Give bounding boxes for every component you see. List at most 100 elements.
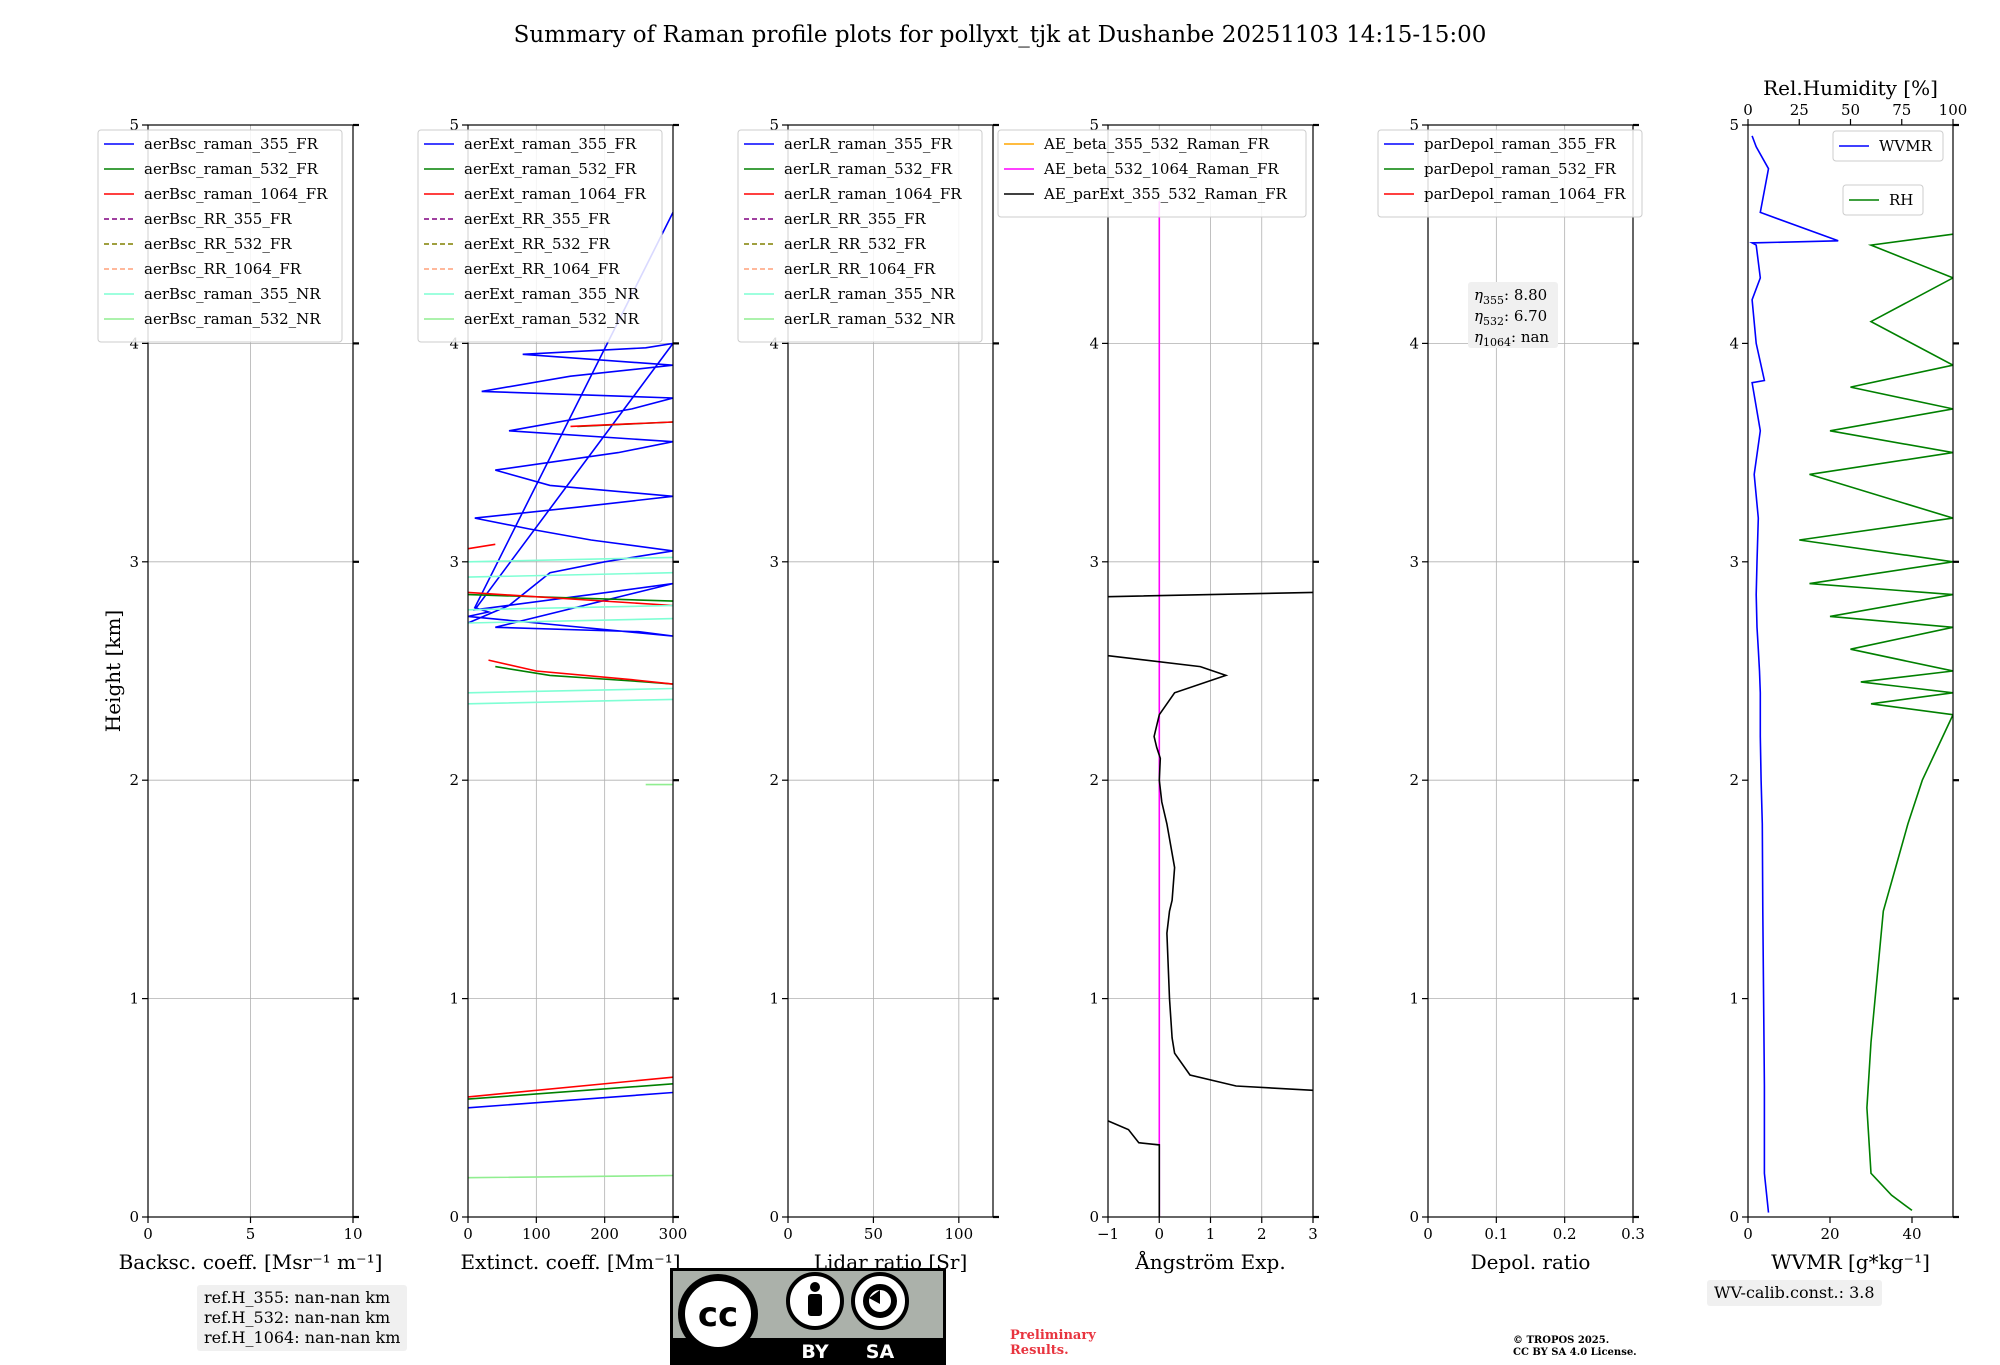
eta-355: η355: 8.80 bbox=[1474, 286, 1547, 307]
x-tick-label-0: 0 bbox=[463, 1225, 473, 1243]
y-tick-label-4: 4 bbox=[1729, 334, 1739, 352]
legend-label-aerLR_raman_1064_FR: aerLR_raman_1064_FR bbox=[784, 185, 962, 203]
legend-label-aerLR_raman_355_FR: aerLR_raman_355_FR bbox=[784, 135, 953, 153]
top-tick-label-3: 75 bbox=[1892, 101, 1911, 119]
y-tick-label-4: 4 bbox=[1089, 334, 1099, 352]
copyright-note: © TROPOS 2025. CC BY SA 4.0 License. bbox=[1513, 1335, 1637, 1359]
y-tick-label-5: 5 bbox=[769, 116, 779, 134]
y-tick-label-5: 5 bbox=[129, 116, 139, 134]
cc-logo-icon bbox=[685, 1281, 751, 1347]
x-tick-label-1: 100 bbox=[522, 1225, 551, 1243]
x-tick-label-2: 200 bbox=[590, 1225, 619, 1243]
legend-rh: RH bbox=[1842, 184, 1924, 216]
x-axis-label: Depol. ratio bbox=[1471, 1250, 1591, 1274]
y-tick-label-3: 3 bbox=[1409, 553, 1419, 571]
legend-box bbox=[737, 129, 983, 343]
y-tick-label-4: 4 bbox=[129, 334, 139, 352]
x-tick-label-1: 5 bbox=[246, 1225, 256, 1243]
cc-by-sa-badge: cc BY SA bbox=[670, 1268, 946, 1365]
legend: aerLR_raman_355_FR aerLR_raman_532_FR aerL… bbox=[737, 129, 983, 343]
legend-label-aerBsc_raman_355_FR: aerBsc_raman_355_FR bbox=[144, 135, 319, 153]
x-tick-label-0: −1 bbox=[1097, 1225, 1119, 1243]
x-axis-label: WVMR [g*kg⁻¹] bbox=[1771, 1250, 1930, 1274]
y-tick-label-1: 1 bbox=[1089, 990, 1099, 1008]
y-axis-label: Height [km] bbox=[101, 610, 125, 732]
legend-label-parDepol_raman_1064_FR: parDepol_raman_1064_FR bbox=[1424, 185, 1626, 203]
y-tick-label-5: 5 bbox=[1089, 116, 1099, 134]
legend-label-aerExt_RR_355_FR: aerExt_RR_355_FR bbox=[464, 210, 611, 228]
series-line-aerExt_raman_355_FR bbox=[468, 212, 673, 1109]
legend-label-aerExt_raman_355_NR: aerExt_raman_355_NR bbox=[464, 285, 640, 303]
x-axis-label: Backsc. coeff. [Msr⁻¹ m⁻¹] bbox=[119, 1250, 383, 1274]
y-tick-label-0: 0 bbox=[129, 1208, 139, 1226]
x-tick-label-1: 0 bbox=[1154, 1225, 1164, 1243]
legend-label-AE_beta_355_532_Raman_FR: AE_beta_355_532_Raman_FR bbox=[1043, 135, 1270, 153]
x-tick-label-0: 0 bbox=[1423, 1225, 1433, 1243]
y-tick-label-0: 0 bbox=[769, 1208, 779, 1226]
y-tick-label-4: 4 bbox=[769, 334, 779, 352]
svg-text:cc: cc bbox=[698, 1295, 738, 1335]
y-tick-label-2: 2 bbox=[1089, 771, 1099, 789]
x-tick-label-2: 1 bbox=[1206, 1225, 1216, 1243]
y-tick-label-1: 1 bbox=[769, 990, 779, 1008]
top-tick-label-0: 0 bbox=[1743, 101, 1753, 119]
copyright-line-1: © TROPOS 2025. bbox=[1513, 1335, 1610, 1346]
x-tick-label-1: 0.1 bbox=[1484, 1225, 1508, 1243]
x-tick-label-1: 20 bbox=[1820, 1225, 1839, 1243]
legend-label-AE_beta_532_1064_Raman_FR: AE_beta_532_1064_Raman_FR bbox=[1043, 160, 1279, 178]
wv-calibration-box: WV-calib.const.: 3.8 bbox=[1707, 1280, 1882, 1306]
x-tick-label-2: 100 bbox=[945, 1225, 974, 1243]
legend-label-aerExt_raman_355_FR: aerExt_raman_355_FR bbox=[464, 135, 637, 153]
legend-box bbox=[997, 129, 1307, 218]
x-tick-label-3: 0.3 bbox=[1621, 1225, 1645, 1243]
y-tick-label-2: 2 bbox=[769, 771, 779, 789]
preliminary-line-1: Preliminary bbox=[1010, 1328, 1096, 1343]
y-tick-label-0: 0 bbox=[1089, 1208, 1099, 1226]
y-tick-label-5: 5 bbox=[1409, 116, 1419, 134]
y-tick-label-4: 4 bbox=[1409, 334, 1419, 352]
x-tick-label-2: 10 bbox=[343, 1225, 362, 1243]
series-line-aerExt_raman_1064_FR bbox=[468, 421, 673, 1098]
y-tick-label-1: 1 bbox=[449, 990, 459, 1008]
series-line-aerExt_raman_532_FR bbox=[468, 421, 673, 1100]
ref-height-1064: ref.H_1064: nan-nan km bbox=[204, 1328, 401, 1347]
wv-calib-text: WV-calib.const.: 3.8 bbox=[1714, 1283, 1875, 1302]
axes-frame bbox=[787, 124, 994, 1218]
badge-sa-label: SA bbox=[866, 1341, 895, 1363]
legend-box bbox=[417, 129, 663, 343]
y-tick-label-2: 2 bbox=[1729, 771, 1739, 789]
legend: parDepol_raman_355_FR parDepol_raman_532_… bbox=[1377, 129, 1643, 218]
y-tick-label-0: 0 bbox=[1409, 1208, 1419, 1226]
eta-box-bg bbox=[1468, 282, 1558, 348]
legend-label-parDepol_raman_355_FR: parDepol_raman_355_FR bbox=[1424, 135, 1617, 153]
x-axis-label: Ångström Exp. bbox=[1134, 1249, 1285, 1274]
y-tick-label-1: 1 bbox=[1409, 990, 1419, 1008]
x-tick-label-0: 0 bbox=[1743, 1225, 1753, 1243]
legend-label-wvmr: WVMR bbox=[1879, 137, 1933, 155]
copyright-line-2: CC BY SA 4.0 License. bbox=[1513, 1347, 1637, 1358]
eta-1064: η1064: nan bbox=[1474, 328, 1549, 349]
legend-label-aerExt_raman_532_NR: aerExt_raman_532_NR bbox=[464, 310, 640, 328]
legend-label-aerBsc_RR_1064_FR: aerBsc_RR_1064_FR bbox=[144, 260, 302, 278]
preliminary-note: Preliminary Results. bbox=[1010, 1328, 1096, 1358]
legend-label-aerBsc_raman_532_FR: aerBsc_raman_532_FR bbox=[144, 160, 319, 178]
x-tick-label-0: 0 bbox=[783, 1225, 793, 1243]
legend-box bbox=[97, 129, 343, 343]
preliminary-line-2: Results. bbox=[1010, 1343, 1069, 1358]
legend: AE_beta_355_532_Raman_FR AE_beta_532_1064… bbox=[997, 129, 1307, 218]
y-tick-label-3: 3 bbox=[449, 553, 459, 571]
reference-height-box: ref.H_355: nan-nan km ref.H_532: nan-nan… bbox=[197, 1285, 408, 1351]
figure-title: Summary of Raman profile plots for polly… bbox=[513, 22, 1487, 48]
panel-extinction: 0 1 2 3 4 5 0 100 200 300 Extinct. coeff. [Mm⁻¹] ae… bbox=[417, 116, 687, 1274]
top-tick-label-2: 50 bbox=[1841, 101, 1860, 119]
legend-label-aerLR_RR_1064_FR: aerLR_RR_1064_FR bbox=[784, 260, 936, 278]
legend-label-rh: RH bbox=[1889, 191, 1913, 209]
y-tick-label-4: 4 bbox=[449, 334, 459, 352]
y-tick-label-2: 2 bbox=[449, 771, 459, 789]
legend-label-aerBsc_raman_532_NR: aerBsc_raman_532_NR bbox=[144, 310, 321, 328]
x-tick-label-3: 2 bbox=[1257, 1225, 1267, 1243]
legend-label-aerExt_RR_532_FR: aerExt_RR_532_FR bbox=[464, 235, 611, 253]
x-tick-label-4: 3 bbox=[1308, 1225, 1318, 1243]
